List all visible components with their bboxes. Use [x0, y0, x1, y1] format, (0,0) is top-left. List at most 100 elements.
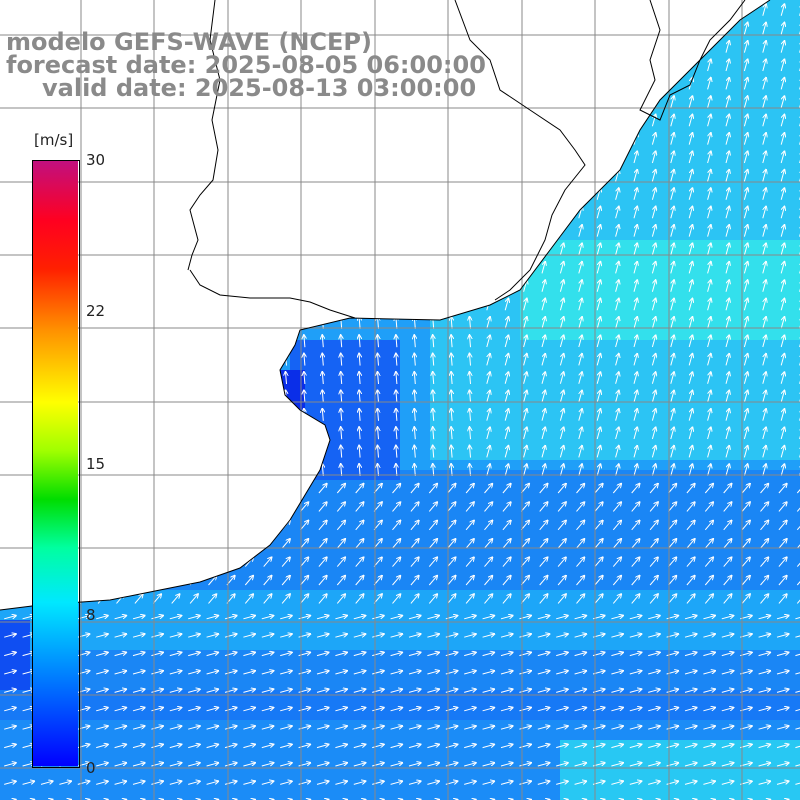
wind-arrow: [670, 133, 674, 145]
wind-arrow: [762, 372, 766, 384]
wind-arrow: [263, 594, 272, 604]
wind-arrow: [541, 391, 545, 403]
wind-arrow: [341, 409, 342, 421]
wind-arrow: [410, 576, 419, 586]
wind-arrow: [725, 151, 729, 164]
wind-arrow: [519, 634, 531, 638]
wind-arrow: [502, 484, 511, 494]
wind-arrow: [427, 616, 439, 620]
wind-arrow: [780, 207, 784, 219]
wind-arrow: [762, 59, 766, 72]
wind-arrow: [465, 576, 474, 586]
wind-arrow: [670, 299, 674, 311]
wind-arrow: [762, 335, 766, 348]
wind-arrow: [537, 634, 550, 638]
wind-arrow: [520, 594, 529, 604]
wind-arrow: [686, 539, 695, 549]
wind-arrow: [762, 280, 766, 292]
wind-arrow: [780, 151, 784, 164]
wind-arrow: [451, 427, 452, 440]
wind-arrow: [686, 484, 695, 494]
wind-arrow: [796, 538, 800, 549]
wind-arrow: [486, 354, 490, 366]
wind-arrow: [470, 335, 471, 348]
wind-arrow: [355, 484, 364, 494]
wind-arrow: [578, 225, 582, 237]
wind-arrow: [615, 464, 619, 476]
wind-arrow: [392, 557, 401, 567]
wind-arrow: [578, 317, 582, 329]
wind-arrow: [743, 391, 747, 403]
wind-arrow: [300, 576, 309, 586]
wind-arrow: [651, 464, 655, 476]
colorbar-tick-30: 30: [86, 151, 106, 169]
wind-arrow: [704, 521, 713, 531]
wind-arrow: [482, 616, 495, 620]
wind-arrow: [743, 299, 747, 311]
wind-arrow: [96, 634, 108, 638]
wind-arrow: [741, 576, 750, 586]
wind-arrow: [596, 372, 600, 384]
wind-arrow: [300, 521, 309, 531]
wind-arrow: [688, 207, 692, 219]
wind-arrow: [281, 594, 290, 604]
wind-arrow: [243, 616, 255, 620]
colorbar-tick-15: 15: [86, 455, 106, 473]
wind-arrow: [596, 280, 600, 292]
wind-arrow: [428, 521, 437, 531]
wind-arrow: [355, 502, 364, 512]
wind-arrow: [465, 484, 474, 494]
wind-arrow: [670, 372, 674, 384]
wind-arrow: [686, 594, 695, 604]
wind-arrow: [762, 133, 766, 145]
wind-arrow: [780, 354, 784, 366]
wind-arrow: [428, 557, 437, 567]
wind-arrow: [725, 317, 729, 329]
wind-arrow: [576, 521, 585, 531]
wind-arrow: [594, 557, 603, 567]
wind-arrow: [523, 391, 527, 403]
wind-arrow: [725, 207, 729, 219]
wind-arrow: [188, 634, 200, 638]
wind-arrow: [743, 317, 747, 329]
wind-arrow: [482, 634, 495, 638]
wind-arrow: [576, 594, 585, 604]
wind-arrow: [780, 335, 784, 348]
wind-arrow: [280, 634, 292, 638]
wind-arrow: [576, 484, 585, 494]
wind-arrow: [414, 464, 415, 477]
wind-arrow: [725, 78, 729, 90]
wind-arrow: [780, 133, 784, 145]
wind-arrow: [4, 634, 16, 638]
wind-arrow: [758, 616, 771, 620]
wind-arrow: [336, 594, 345, 604]
wind-arrow: [725, 391, 729, 403]
wind-arrow: [414, 427, 415, 440]
wind-arrow: [686, 557, 695, 567]
wind-arrow: [686, 521, 695, 531]
wind-arrow: [578, 427, 582, 440]
wind-arrow: [743, 409, 747, 421]
wind-arrow: [612, 521, 621, 531]
wind-arrow: [281, 539, 290, 549]
wind-arrow: [390, 616, 403, 620]
wind-arrow: [559, 391, 563, 403]
wind-arrow: [725, 299, 729, 311]
wind-arrow: [596, 225, 600, 237]
wind-arrow: [596, 446, 600, 458]
wind-arrow: [688, 299, 692, 311]
wind-arrow: [559, 354, 563, 366]
wind-arrow: [670, 335, 674, 348]
wind-arrow: [359, 464, 360, 477]
wind-arrow: [631, 576, 640, 586]
wind-arrow: [280, 652, 292, 657]
wind-arrow: [224, 634, 237, 638]
wind-arrow: [633, 409, 637, 421]
wind-arrow: [741, 484, 750, 494]
wind-arrow: [541, 464, 545, 476]
wind-arrow: [796, 483, 800, 494]
wind-arrow: [723, 502, 732, 512]
wind-arrow: [762, 207, 766, 219]
wind-arrow: [670, 427, 674, 440]
